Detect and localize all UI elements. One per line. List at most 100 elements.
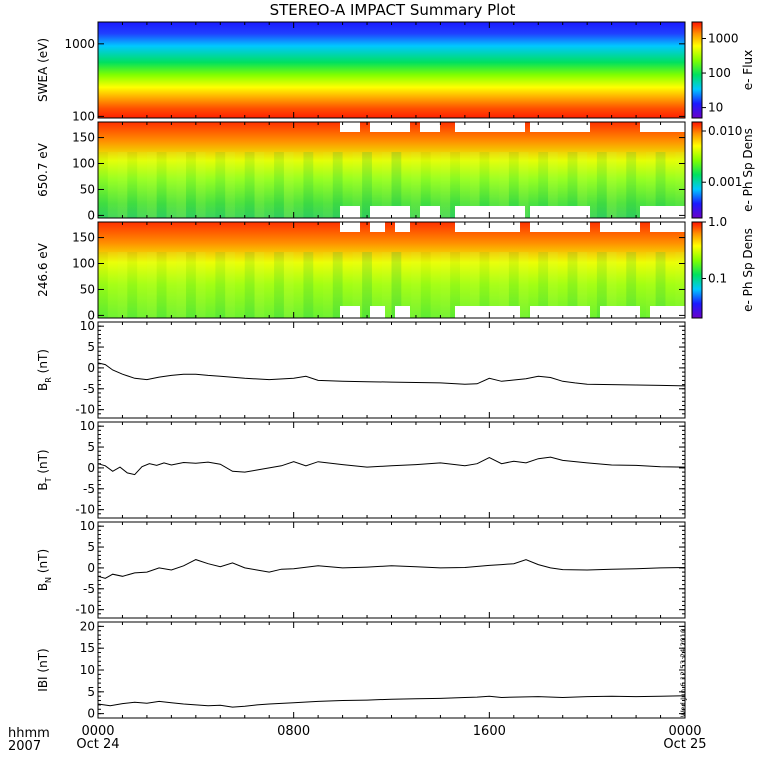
xtick-label-time-1: 0800	[277, 724, 310, 739]
panel-7-frame	[97, 621, 686, 719]
panel-3-streak	[362, 252, 372, 318]
panel-2-data-gap	[420, 122, 440, 132]
panel-2-ylabel: 650.7 eV	[36, 142, 50, 197]
panel-2-streak	[489, 152, 500, 218]
panel-2-streak	[606, 152, 617, 218]
panel-3-colorbar-tick-label: 0.1	[708, 272, 727, 286]
panel-3-pitch-angle-map	[98, 222, 685, 318]
panel-3-streak	[176, 252, 187, 318]
panel-2-streak	[234, 152, 245, 218]
panel-2-streak	[342, 152, 353, 218]
panel-3-streak	[626, 252, 637, 318]
panel-2-streak	[381, 152, 392, 218]
panel-1-colorbar	[691, 21, 703, 119]
panel-3-streak	[616, 252, 627, 318]
panel-2-streak	[186, 152, 196, 218]
panel-6-ytick-label: 10	[80, 519, 95, 533]
panel-2-data-gap	[370, 122, 410, 132]
panel-2-streak	[98, 152, 108, 218]
panel-3-data-gap	[340, 306, 360, 318]
panel-2-data-gap	[455, 122, 525, 132]
panel-2-data-gap	[340, 122, 360, 132]
panel-3-streak	[146, 252, 157, 318]
panel-3-streak	[469, 252, 480, 318]
panel-2-colorbar-tick-label: 0.001	[708, 175, 742, 189]
panel-4-series-line	[97, 362, 686, 387]
panel-3-streak	[557, 252, 568, 318]
panel-5-series-line	[97, 456, 686, 476]
panel-5-ytick-label: 10	[80, 419, 95, 433]
panel-2-streak	[450, 152, 460, 218]
panel-2-streak	[665, 152, 676, 218]
panel-2-streak	[137, 152, 147, 218]
panel-2-streak	[420, 152, 431, 218]
panel-3-streak	[499, 252, 509, 318]
panel-2-streak	[195, 152, 206, 218]
panel-3-data-gap	[370, 222, 385, 232]
panel-2-streak	[469, 152, 480, 218]
panel-6-ytick-label: 0	[87, 561, 95, 575]
panel-1-colorbar-tick-label: 100	[708, 66, 731, 80]
panel-1-ytick-label: 1000	[64, 37, 95, 51]
panel-3-ylabel: 246.6 eV	[36, 242, 50, 297]
panel-3-streak	[645, 252, 656, 318]
panel-4-ytick-label: 0	[87, 361, 95, 375]
panel-2-data-gap	[420, 206, 440, 218]
panel-3-streak	[186, 252, 196, 318]
panel-2-streak	[274, 152, 284, 218]
panel-2-pitch-angle-map	[98, 122, 685, 218]
panel-3-streak	[195, 252, 206, 318]
plot-title: STEREO-A IMPACT Summary Plot	[269, 1, 516, 19]
panel-3-ytick-label: 100	[72, 257, 95, 271]
panel-3-ytick-label: 150	[72, 231, 95, 245]
panel-4-ytick-label: 5	[87, 340, 95, 354]
panel-3-streak	[323, 252, 333, 318]
panel-3-streak	[577, 252, 588, 318]
panel-2-streak	[215, 152, 226, 218]
panel-6-ytick-label: 5	[87, 540, 95, 554]
panel-1-colorbar-tick-label: 1000	[708, 31, 739, 45]
panel-4-ytick-label: -5	[83, 382, 95, 396]
panel-2-streak	[655, 152, 666, 218]
panel-4-ylabel: BR (nT)	[36, 349, 53, 391]
panel-2-streak	[313, 152, 324, 218]
panel-5-frame	[97, 421, 686, 519]
panel-2-colorbar	[691, 121, 703, 219]
panel-3-streak	[479, 252, 490, 318]
panel-3-streak	[156, 252, 167, 318]
xtick-label-time-3: 0000	[668, 724, 701, 739]
panel-3-streak	[205, 252, 216, 318]
panel-2-streak	[293, 152, 304, 218]
panel-2-streak	[254, 152, 265, 218]
panel-3-data-gap	[600, 222, 640, 232]
panel-2-streak	[244, 152, 255, 218]
panel-3-data-gap	[370, 306, 385, 318]
panel-2-colorbar-label: e- Ph Sp Dens	[741, 128, 755, 212]
panel-3-streak	[107, 252, 118, 318]
panel-2-streak	[362, 152, 372, 218]
panel-3-streak	[313, 252, 324, 318]
panel-2-ytick-label: 50	[80, 182, 95, 196]
panel-3-streak	[587, 252, 597, 318]
panel-2-streak	[401, 152, 412, 218]
panel-2-streak	[166, 152, 177, 218]
panel-4-ytick-label: 10	[80, 319, 95, 333]
panel-3-streak	[293, 252, 304, 318]
panel-3-streak	[420, 252, 431, 318]
panel-3-streak	[430, 252, 441, 318]
panel-2-streak	[538, 152, 549, 218]
panel-2-streak	[225, 152, 235, 218]
panel-2-ytick-label: 150	[72, 131, 95, 145]
panel-3-streak	[303, 252, 314, 318]
panel-3-data-gap	[395, 306, 410, 318]
xtick-label-time-2: 1600	[473, 724, 506, 739]
panel-3-streak	[352, 252, 363, 318]
panel-6-ytick-label: -5	[83, 582, 95, 596]
panel-2-streak	[107, 152, 118, 218]
panel-3-data-gap	[530, 222, 590, 232]
panel-2-streak	[616, 152, 627, 218]
panel-3-data-gap	[530, 306, 590, 318]
panel-3-streak	[440, 252, 451, 318]
